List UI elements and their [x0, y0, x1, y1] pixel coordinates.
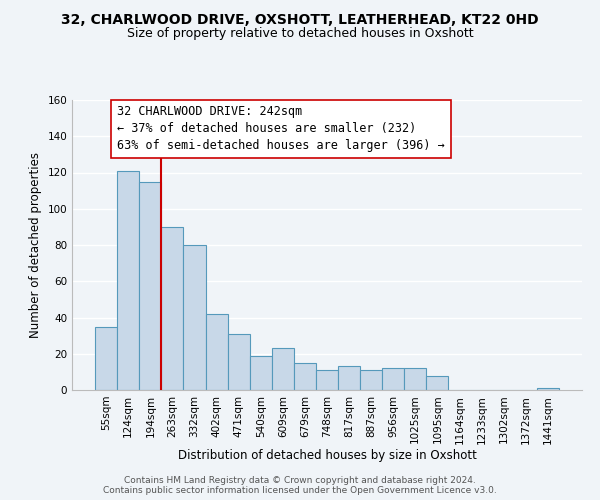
Bar — [360, 370, 382, 390]
Text: Size of property relative to detached houses in Oxshott: Size of property relative to detached ho… — [127, 28, 473, 40]
Bar — [338, 366, 360, 390]
Text: Contains HM Land Registry data © Crown copyright and database right 2024.: Contains HM Land Registry data © Crown c… — [124, 476, 476, 485]
Bar — [95, 326, 117, 390]
Bar — [139, 182, 161, 390]
Bar — [316, 370, 338, 390]
Bar — [184, 245, 206, 390]
X-axis label: Distribution of detached houses by size in Oxshott: Distribution of detached houses by size … — [178, 449, 476, 462]
Bar — [227, 334, 250, 390]
Text: 32, CHARLWOOD DRIVE, OXSHOTT, LEATHERHEAD, KT22 0HD: 32, CHARLWOOD DRIVE, OXSHOTT, LEATHERHEA… — [61, 12, 539, 26]
Bar — [117, 170, 139, 390]
Bar — [161, 227, 184, 390]
Bar — [427, 376, 448, 390]
Text: 32 CHARLWOOD DRIVE: 242sqm
← 37% of detached houses are smaller (232)
63% of sem: 32 CHARLWOOD DRIVE: 242sqm ← 37% of deta… — [117, 106, 445, 152]
Bar — [382, 368, 404, 390]
Text: Contains public sector information licensed under the Open Government Licence v3: Contains public sector information licen… — [103, 486, 497, 495]
Bar — [537, 388, 559, 390]
Bar — [206, 314, 227, 390]
Bar — [294, 363, 316, 390]
Bar — [250, 356, 272, 390]
Bar — [404, 368, 427, 390]
Y-axis label: Number of detached properties: Number of detached properties — [29, 152, 42, 338]
Bar — [272, 348, 294, 390]
